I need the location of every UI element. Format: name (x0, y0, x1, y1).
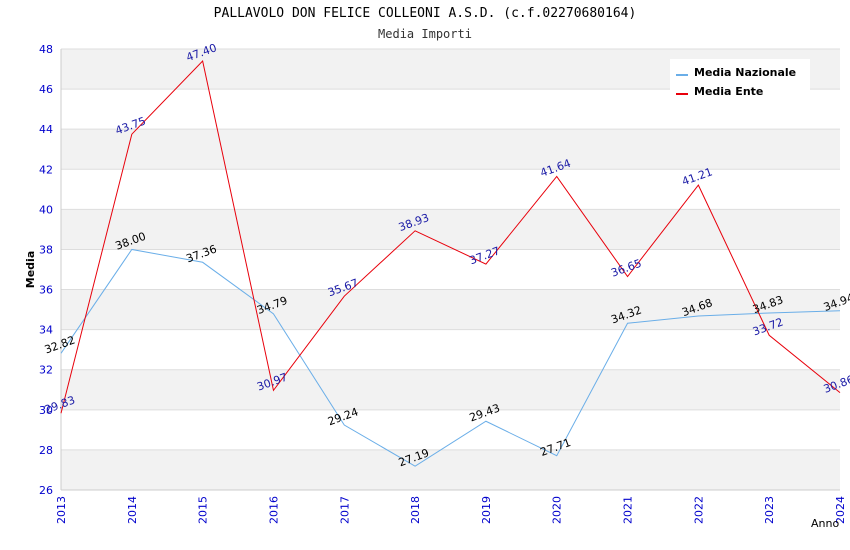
y-tick-label: 42 (39, 163, 53, 176)
chart-subtitle: Media Importi (378, 27, 472, 41)
y-tick-label: 36 (39, 284, 53, 297)
x-tick-label: 2021 (622, 496, 635, 524)
data-label: 29.83 (43, 393, 77, 416)
y-tick-label: 40 (39, 203, 53, 216)
y-tick-label: 48 (39, 43, 53, 56)
chart-title: PALLAVOLO DON FELICE COLLEONI A.S.D. (c.… (213, 6, 637, 21)
y-tick-label: 28 (39, 444, 53, 457)
y-tick-label: 44 (39, 123, 53, 136)
series-line-ente (60, 60, 841, 414)
x-tick-label: 2014 (126, 496, 139, 524)
grid-band (61, 209, 840, 250)
grid-band (61, 449, 840, 490)
x-tick-label: 2019 (480, 496, 493, 524)
data-label: 36.65 (609, 257, 643, 280)
x-tick-label: 2015 (197, 496, 210, 524)
x-tick-label: 2022 (692, 496, 705, 524)
legend-label: Media Nazionale (694, 66, 796, 79)
x-tick-label: 2016 (267, 496, 280, 524)
y-tick-label: 26 (39, 484, 53, 497)
legend-label: Media Ente (694, 85, 763, 98)
legend-box (670, 59, 810, 101)
grid-band (61, 289, 840, 330)
y-axis-title: Media (24, 251, 37, 288)
y-tick-label: 34 (39, 324, 53, 337)
data-label: 32.82 (43, 334, 77, 357)
y-tick-label: 38 (39, 243, 53, 256)
x-tick-label: 2018 (409, 496, 422, 524)
y-tick-label: 32 (39, 364, 53, 377)
y-tick-label: 30 (39, 404, 53, 417)
series-line-nazionale (60, 248, 841, 467)
x-tick-label: 2013 (55, 496, 68, 524)
x-axis-title: Anno (811, 517, 839, 530)
grid-band (61, 369, 840, 410)
x-tick-label: 2020 (551, 496, 564, 524)
x-tick-label: 2024 (834, 496, 847, 524)
y-tick-label: 46 (39, 83, 53, 96)
x-tick-label: 2017 (338, 496, 351, 524)
grid-band (61, 129, 840, 170)
x-tick-label: 2023 (763, 496, 776, 524)
